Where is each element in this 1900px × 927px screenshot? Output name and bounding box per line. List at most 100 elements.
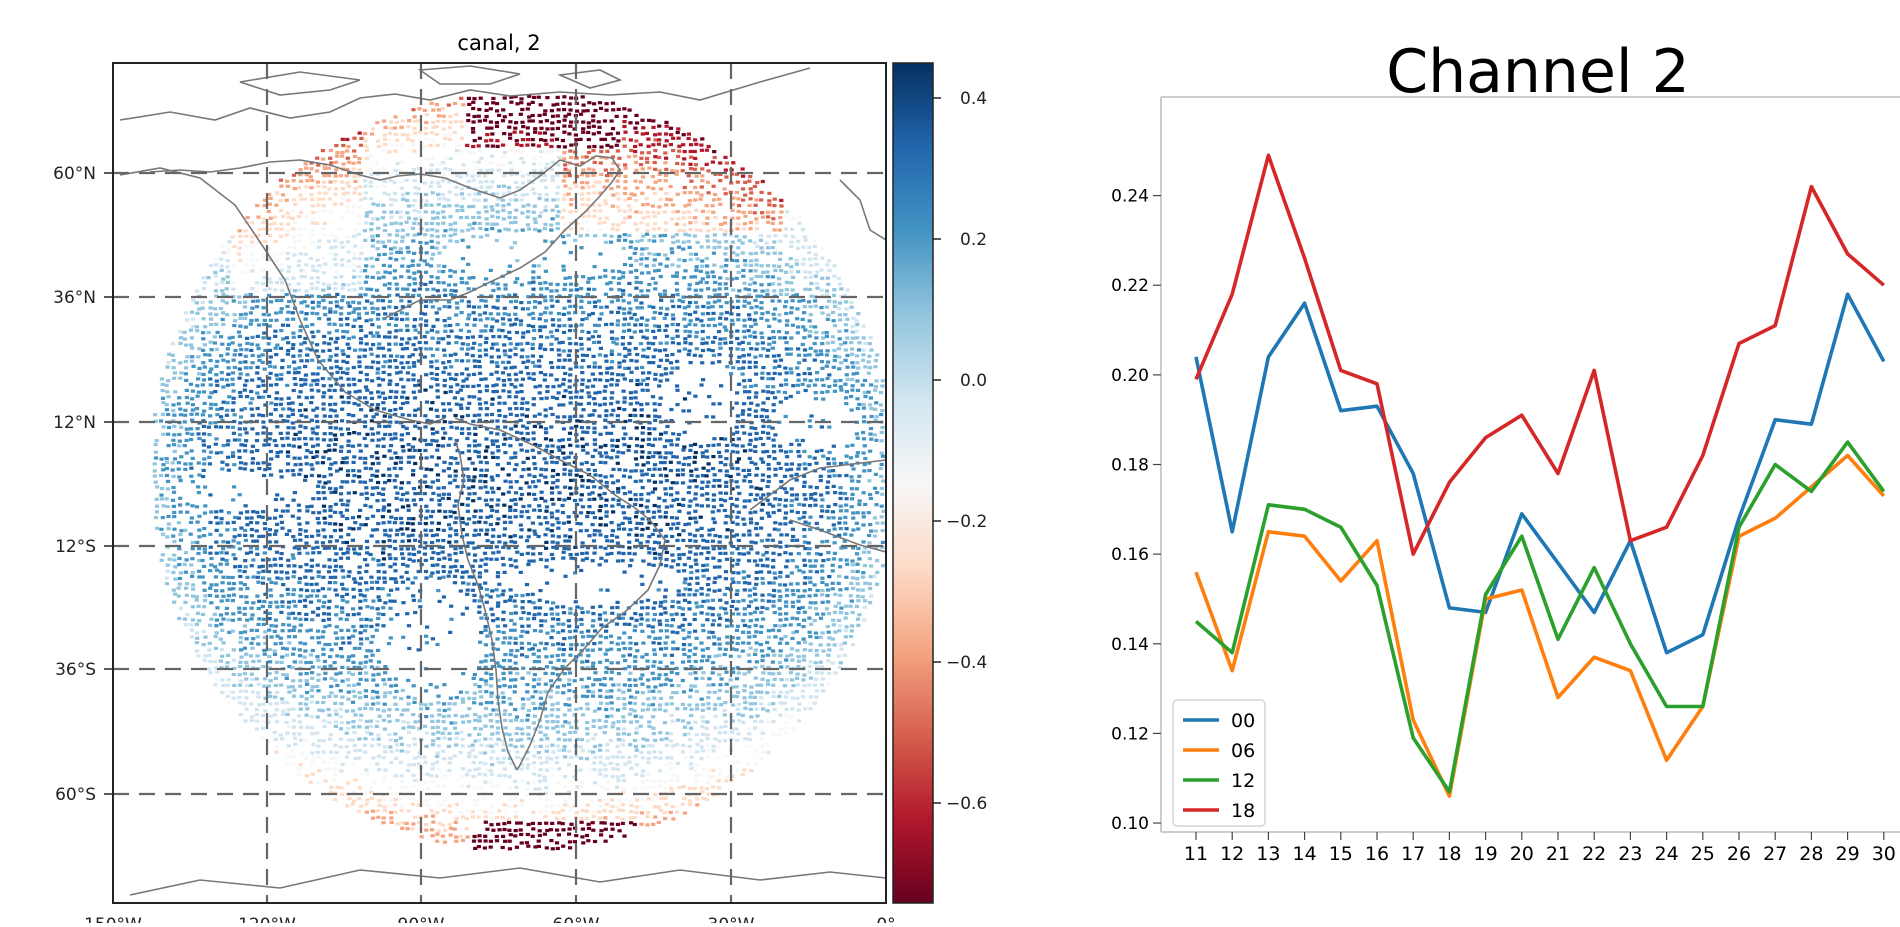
swath-point [351, 167, 357, 171]
swath-point [165, 479, 171, 483]
swath-point [214, 263, 219, 267]
swath-point [190, 355, 195, 359]
swath-point [537, 197, 542, 201]
swath-point [375, 139, 380, 143]
swath-point [644, 197, 649, 201]
swath-point [369, 391, 374, 395]
swath-point [686, 132, 691, 136]
swath-point [778, 444, 783, 448]
swath-point [635, 239, 640, 243]
swath-point [303, 426, 308, 430]
swath-point [454, 204, 459, 208]
swath-point [393, 395, 398, 399]
swath-point [417, 210, 422, 214]
swath-point [610, 167, 615, 171]
swath-point [657, 415, 662, 419]
swath-point [334, 300, 339, 304]
swath-point [315, 443, 320, 447]
swath-point [489, 360, 494, 364]
swath-point [723, 437, 728, 441]
swath-point [754, 391, 759, 395]
swath-point [567, 418, 573, 422]
swath-point [551, 469, 556, 473]
swath-point [825, 317, 830, 321]
swath-point [770, 282, 775, 286]
swath-point [521, 125, 526, 129]
swath-point [506, 202, 511, 206]
swath-point [569, 120, 574, 124]
swath-point [761, 401, 766, 405]
swath-point [704, 474, 709, 478]
swath-point [389, 222, 394, 226]
swath-point [448, 437, 453, 441]
swath-point [460, 384, 465, 388]
swath-point [785, 352, 790, 356]
swath-point [591, 149, 596, 153]
swath-point [388, 395, 393, 399]
swath-point [364, 400, 369, 405]
swath-point [807, 334, 812, 338]
swath-point [746, 329, 751, 333]
swath-point [662, 293, 667, 297]
swath-point [243, 300, 248, 304]
swath-point [230, 425, 235, 429]
swath-point [629, 358, 634, 363]
swath-point [383, 396, 388, 400]
swath-point [483, 299, 488, 303]
swath-point [670, 263, 675, 267]
swath-point [454, 358, 459, 363]
swath-point [346, 198, 351, 202]
swath-point [428, 347, 433, 351]
swath-point [339, 485, 344, 489]
swath-point [335, 292, 340, 296]
swath-point [878, 403, 883, 407]
swath-point [370, 217, 375, 221]
swath-point [689, 275, 694, 279]
swath-point [479, 298, 484, 303]
swath-point [322, 221, 327, 225]
swath-point [824, 289, 830, 293]
swath-point [448, 120, 453, 124]
swath-point [495, 139, 500, 143]
swath-point [825, 390, 830, 394]
swath-point [171, 485, 176, 490]
swath-point [652, 252, 657, 256]
swath-point [743, 390, 748, 394]
swath-point [827, 268, 832, 272]
swath-point [675, 323, 680, 327]
swath-point [268, 196, 273, 200]
swath-point [370, 306, 375, 310]
swath-point [286, 426, 291, 430]
swath-point [345, 469, 351, 473]
swath-point [634, 450, 639, 454]
swath-point [551, 198, 556, 202]
swath-point [429, 385, 434, 389]
swath-point [712, 246, 717, 250]
swath-point [819, 425, 824, 429]
swath-point [675, 437, 680, 441]
swath-point [681, 133, 686, 137]
swath-point [785, 455, 790, 459]
swath-point [700, 480, 705, 484]
swath-point [467, 276, 472, 280]
swath-point [333, 340, 338, 344]
swath-point [201, 439, 206, 443]
swath-point [741, 354, 746, 358]
swath-point [369, 172, 374, 177]
swath-point [550, 460, 555, 464]
swath-point [627, 196, 632, 201]
swath-point [820, 247, 826, 251]
swath-point [358, 143, 364, 147]
swath-point [818, 474, 823, 478]
swath-point [789, 244, 794, 249]
swath-point [224, 378, 229, 382]
swath-point [382, 191, 387, 195]
swath-point [568, 210, 573, 214]
swath-point [735, 430, 740, 434]
swath-point [730, 258, 735, 262]
swath-point [466, 347, 471, 351]
swath-point [245, 373, 250, 377]
swath-point [400, 264, 405, 268]
swath-point [766, 390, 771, 394]
swath-point [644, 257, 649, 261]
